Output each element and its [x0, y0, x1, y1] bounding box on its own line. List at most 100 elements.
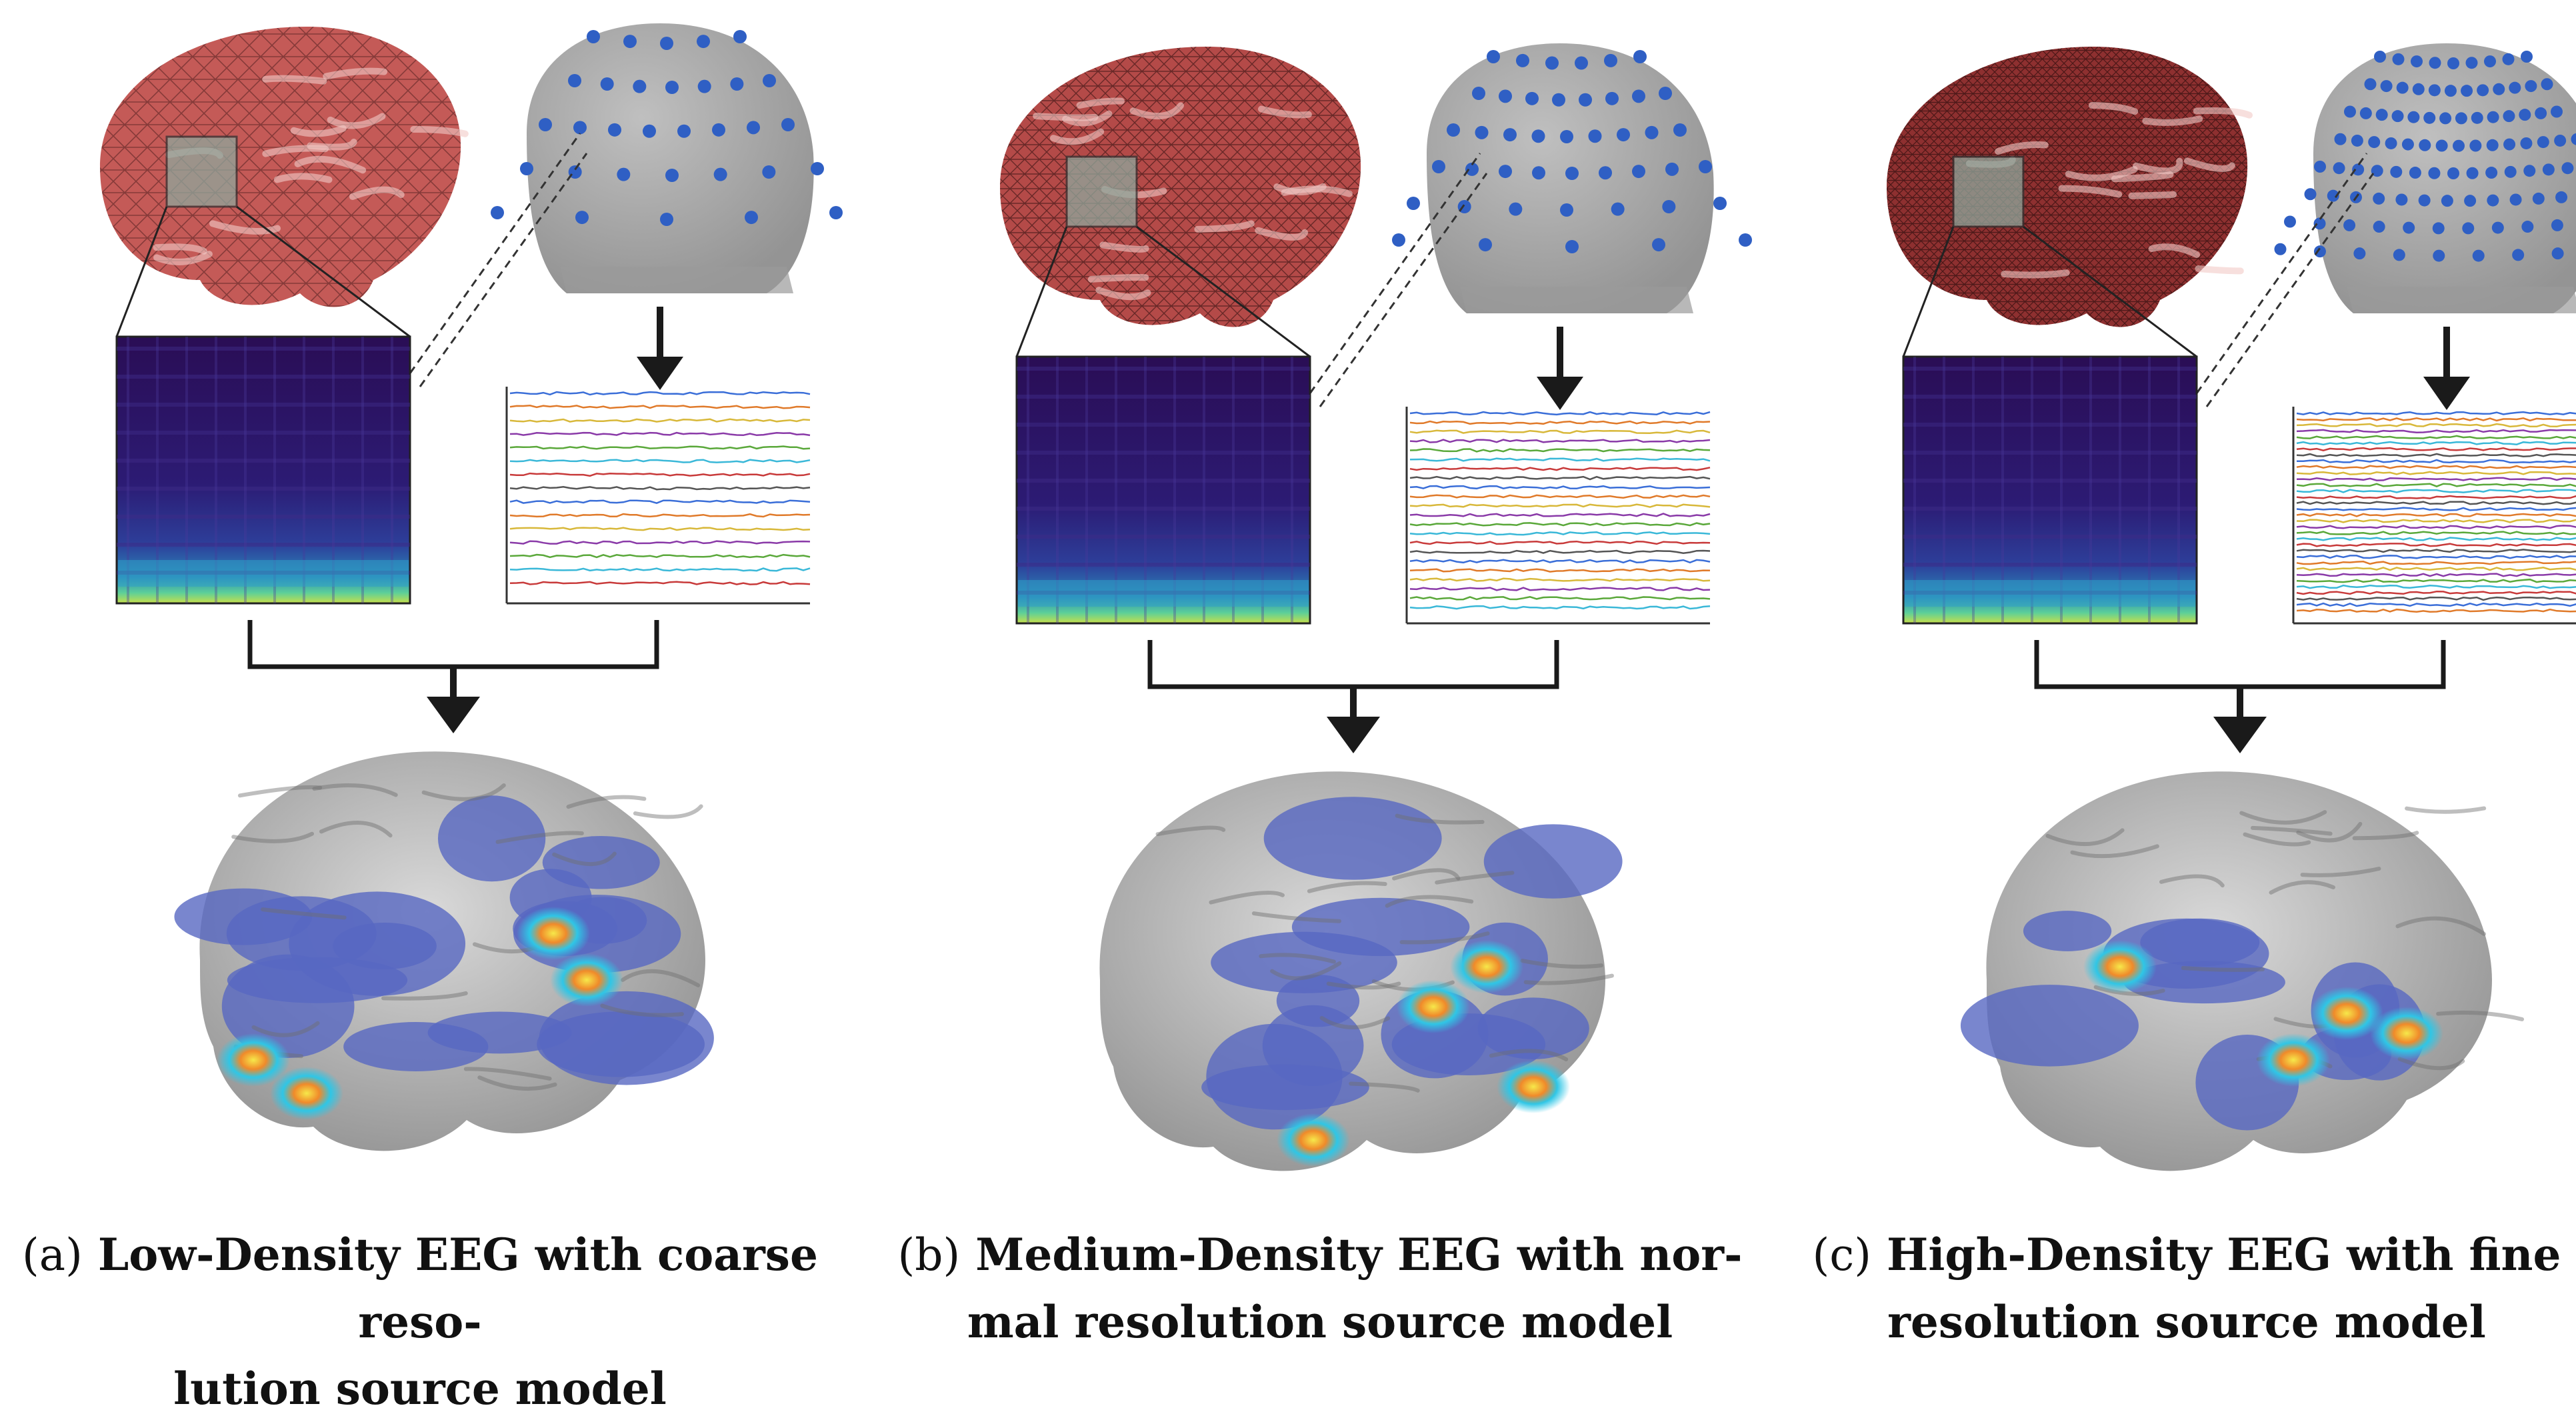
electrode: [2447, 167, 2459, 179]
electrode: [1479, 238, 1492, 251]
spectrogram-band: [117, 347, 410, 351]
cortex-sulcus: [2183, 968, 2263, 970]
merge-bracket: [2037, 640, 2443, 687]
electrode: [2521, 51, 2533, 63]
eeg-trace: [2297, 508, 2576, 511]
brain-gyrus: [1091, 277, 1146, 279]
electrode: [575, 211, 589, 224]
panel-b: [1000, 43, 1752, 1171]
electrode: [1560, 203, 1573, 217]
eeg-trace: [1410, 588, 1710, 591]
eeg-trace: [510, 487, 810, 489]
source-region: [1484, 824, 1623, 898]
electrode: [2484, 55, 2496, 67]
eeg-trace: [1410, 523, 1710, 525]
electrode: [1532, 129, 1545, 143]
electrode: [1611, 203, 1625, 216]
electrode: [1662, 200, 1675, 213]
electrode: [1632, 165, 1645, 178]
electrode: [2492, 222, 2504, 234]
electrode: [1487, 50, 1500, 63]
eeg-trace: [510, 473, 810, 476]
eeg-trace: [510, 460, 810, 463]
electrode: [2509, 82, 2521, 94]
brain-mesh: [100, 27, 461, 307]
electrode: [587, 30, 600, 43]
electrode: [2535, 107, 2547, 119]
spectrogram-band: [1017, 535, 1310, 539]
neck: [2347, 287, 2576, 313]
eeg-trace: [2297, 496, 2576, 499]
electrode: [1652, 238, 1665, 251]
zoom-window: [1067, 157, 1137, 227]
eeg-trace: [2297, 549, 2576, 552]
electrode: [2469, 139, 2481, 151]
electrode: [2487, 195, 2499, 207]
electrode: [539, 118, 552, 131]
electrode: [2343, 219, 2355, 231]
eeg-trace: [2297, 478, 2576, 481]
electrode: [1659, 87, 1672, 100]
spectrogram-band: [117, 515, 410, 519]
eeg-source-model-figure: [0, 0, 2576, 1355]
electrode: [1545, 57, 1559, 70]
eeg-trace: [2297, 555, 2576, 558]
activation-hotspot: [1450, 940, 1523, 993]
eeg-trace: [1410, 431, 1710, 433]
panel-c: [1887, 43, 2576, 1171]
arrow-head: [2423, 377, 2470, 410]
eeg-trace: [2297, 525, 2576, 528]
mesh-brain: [100, 27, 465, 307]
eeg-trace: [2297, 472, 2576, 475]
eeg-trace: [510, 541, 810, 544]
eeg-trace: [2297, 436, 2576, 439]
source-region: [1201, 1065, 1369, 1110]
eeg-traces: [1407, 407, 1710, 623]
eeg-trace: [1410, 514, 1710, 517]
electrode: [1632, 89, 1645, 103]
electrode: [2487, 139, 2499, 151]
electrode: [2352, 163, 2364, 175]
electrode: [2512, 249, 2524, 261]
electrode: [2411, 55, 2423, 67]
caption-letter: (c): [1813, 1229, 1871, 1281]
electrode: [2519, 109, 2531, 121]
electrode: [2373, 221, 2385, 233]
caption-line: lution source model: [0, 1355, 853, 1422]
electrode: [747, 121, 760, 134]
neck: [560, 267, 793, 293]
electrode: [1432, 160, 1445, 173]
electrode: [573, 121, 587, 134]
electrode: [2374, 51, 2386, 63]
electrode: [608, 123, 621, 137]
eeg-trace: [1410, 541, 1710, 544]
electrode: [2466, 57, 2478, 69]
electrode: [2365, 78, 2377, 90]
electrode: [633, 80, 646, 93]
electrode: [2439, 112, 2451, 124]
electrode: [2523, 165, 2535, 177]
electrode: [2395, 193, 2407, 205]
electrode: [1447, 123, 1460, 137]
electrode: [733, 30, 747, 43]
electrode: [1565, 167, 1579, 180]
spectrogram-low-band: [118, 560, 409, 587]
activation-hotspot: [2370, 1007, 2443, 1060]
panel-a: [100, 23, 843, 1151]
electrode: [2419, 139, 2431, 151]
spectrogram-low-band: [1018, 580, 1309, 607]
eeg-trace: [2297, 442, 2576, 445]
eeg-trace: [1410, 421, 1710, 424]
electrode: [730, 77, 743, 91]
electrode: [1713, 197, 1727, 210]
source-region: [1292, 898, 1470, 956]
electrode: [829, 206, 843, 219]
eeg-trace: [1410, 551, 1710, 553]
electrode: [2477, 84, 2489, 96]
arrow-head: [2213, 717, 2267, 753]
electrode: [1633, 50, 1647, 63]
activation-hotspot: [2083, 940, 2157, 993]
spectrogram-band: [117, 487, 410, 491]
electrode: [697, 35, 710, 48]
zoom-window: [1953, 157, 2023, 227]
